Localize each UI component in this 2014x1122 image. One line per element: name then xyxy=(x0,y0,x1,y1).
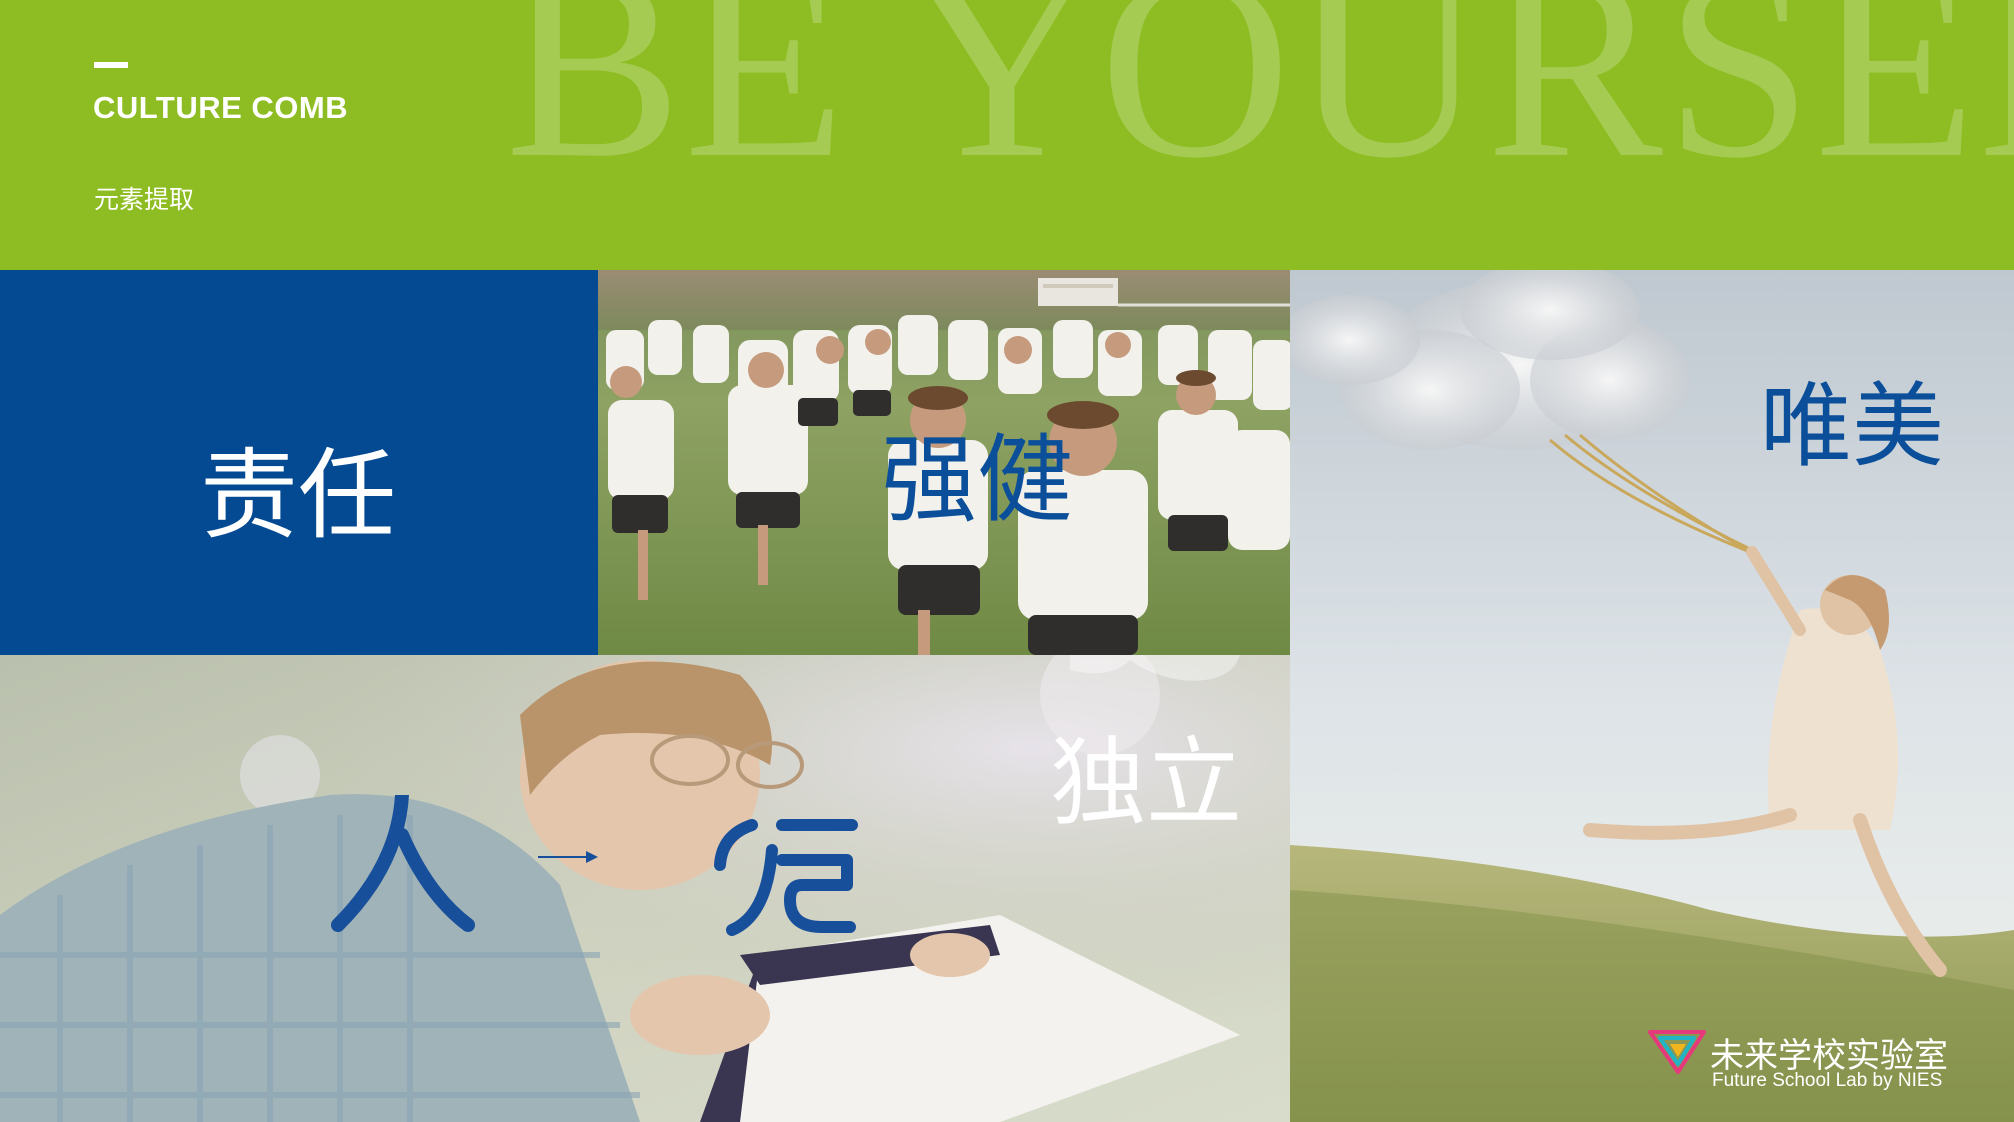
xin-glyph-graphic xyxy=(714,819,858,936)
future-school-lab-logo-mark xyxy=(1648,1030,1706,1074)
section-title: CULTURE COMB xyxy=(93,90,349,125)
label-beauty: 唯美 xyxy=(1760,373,1945,480)
tile-strong-photo: 强健 xyxy=(598,270,1290,655)
reading-boy-photo xyxy=(0,655,1290,1122)
tile-beauty-photo: 唯美 未来学校实验室 Future School Lab by NIES xyxy=(1290,270,2014,1122)
ren-glyph-graphic xyxy=(331,795,598,932)
girl-cloud-photo xyxy=(1290,270,2014,1122)
logo-name-english: Future School Lab by NIES xyxy=(1712,1070,1943,1091)
watermark-text: BE YOURSELF xyxy=(505,0,2014,213)
header-banner: BE YOURSELF CULTURE COMB 元素提取 xyxy=(0,0,2014,270)
tile-responsibility: 责任 xyxy=(0,270,598,655)
label-responsibility: 责任 xyxy=(200,439,397,553)
tile-independent-photo: 独立 xyxy=(0,655,1290,1122)
section-subtitle: 元素提取 xyxy=(94,185,195,214)
title-accent-dash xyxy=(94,62,128,68)
logo-name-chinese: 未来学校实验室 xyxy=(1710,1036,1948,1076)
label-strong: 强健 xyxy=(881,424,1073,536)
running-students-photo xyxy=(598,270,1290,655)
label-independent: 独立 xyxy=(1050,727,1242,839)
